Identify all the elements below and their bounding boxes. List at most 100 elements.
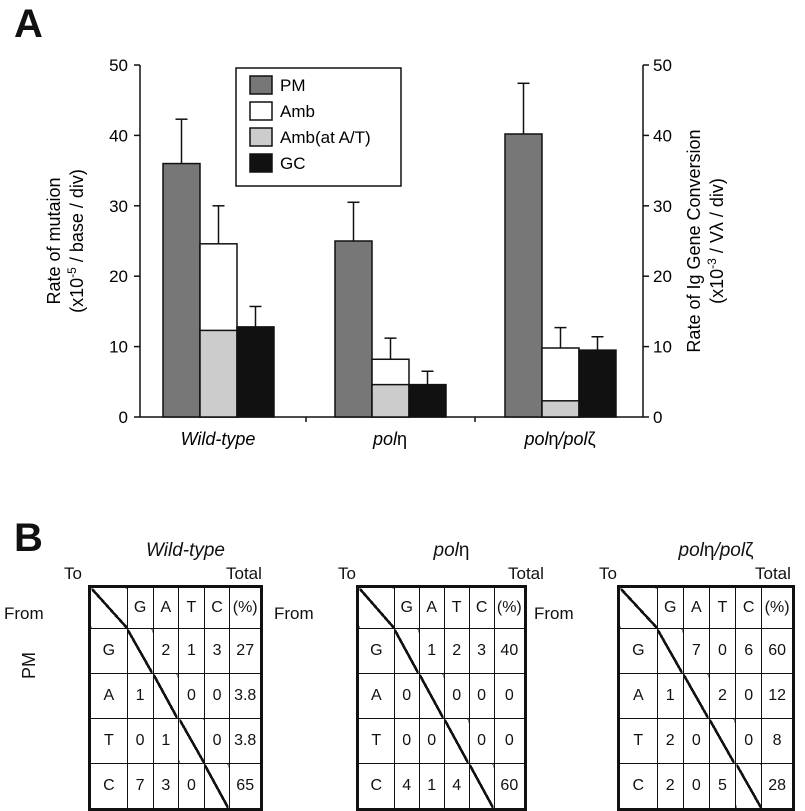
matrix-row: G 7 0 6 60: [618, 628, 794, 674]
legend-label: Amb(at A/T): [280, 128, 371, 147]
percent-header: (%): [493, 586, 527, 629]
bar-amb-at-at: [199, 329, 238, 418]
y-axis-title-right-line2: (x10-3 / Vλ / div): [705, 178, 727, 304]
total-cell: 0: [493, 673, 527, 719]
row-header-G: G: [618, 628, 658, 674]
from-label: From: [4, 604, 44, 623]
row-header-C: C: [357, 763, 395, 810]
row-header-T: T: [618, 718, 658, 764]
count-cell: 7: [682, 628, 710, 674]
column-header-T: T: [178, 586, 205, 629]
row-header-A: A: [89, 673, 128, 719]
count-cell: 1: [178, 628, 205, 674]
diagonal-cell: [443, 718, 470, 764]
column-header-C: C: [468, 586, 495, 629]
count-cell: 0: [735, 673, 763, 719]
to-label: To: [599, 564, 617, 583]
row-header-C: C: [618, 763, 658, 810]
matrix-title: polη: [433, 540, 470, 561]
count-cell: 3: [152, 763, 180, 810]
matrix-row: G 1 2 3 40: [357, 628, 527, 674]
total-cell: 27: [229, 628, 262, 674]
bar-gc: [578, 349, 617, 418]
y-tick-label-right: 40: [653, 126, 672, 145]
legend-swatch: [249, 101, 273, 121]
diagonal-cell: [468, 763, 495, 810]
pm-row-label: PM: [19, 652, 39, 679]
count-cell: 2: [443, 628, 470, 674]
row-header-A: A: [357, 673, 395, 719]
bar-amb-at-at: [371, 383, 410, 418]
matrix-row: C 7 3 0 65: [89, 763, 262, 810]
corner-cell: [618, 586, 658, 629]
diagonal-cell: [708, 718, 737, 764]
corner-cell: [89, 586, 128, 629]
count-cell: 0: [468, 673, 495, 719]
diagonal-cell: [418, 673, 445, 719]
legend: PM Amb Amb(at A/T) GC: [235, 67, 402, 187]
count-cell: 6: [735, 628, 763, 674]
column-header-A: A: [418, 586, 445, 629]
diagonal-cell: [393, 628, 420, 674]
matrix-row: A 1 0 0 3.8: [89, 673, 262, 719]
total-label: Total: [755, 564, 791, 583]
y-tick-label-left: 50: [109, 56, 128, 75]
count-cell: 0: [682, 763, 710, 810]
percent-header: (%): [229, 586, 262, 629]
column-header-G: G: [656, 586, 684, 629]
bar-amb-at-at: [541, 400, 580, 418]
count-cell: 0: [468, 718, 495, 764]
count-cell: 0: [418, 718, 445, 764]
matrix-row: T 0 1 0 3.8: [89, 718, 262, 764]
bar-gc: [236, 326, 275, 418]
count-cell: 1: [418, 763, 445, 810]
column-header-A: A: [682, 586, 710, 629]
x-category-label: Wild-type: [181, 429, 256, 449]
to-label: To: [64, 564, 82, 583]
from-label: From: [534, 604, 574, 623]
matrix-row: C 4 1 4 60: [357, 763, 527, 810]
total-label: Total: [508, 564, 544, 583]
x-category-label: polη: [372, 429, 407, 449]
total-cell: 60: [761, 628, 794, 674]
count-cell: 0: [443, 673, 470, 719]
panel-b-letter: B: [14, 516, 43, 560]
substitution-matrix: G A T C (%) G 2 1 3 27 A 1 0 0 3.8 T 0 1 0 3.8 C 7 3 0 65: [88, 585, 263, 811]
matrix-row: C 2 0 5 28: [618, 763, 794, 810]
count-cell: 2: [656, 763, 684, 810]
count-cell: 1: [656, 673, 684, 719]
count-cell: 3: [203, 628, 231, 674]
legend-label: GC: [280, 154, 306, 173]
total-cell: 8: [761, 718, 794, 764]
substitution-matrix: G A T C (%) G 1 2 3 40 A 0 0 0 0 T 0 0 0 0 C 4 1 4 60: [356, 585, 527, 811]
row-header-G: G: [89, 628, 128, 674]
matrix-row: A 1 2 0 12: [618, 673, 794, 719]
y-tick-label-left: 30: [109, 197, 128, 216]
total-cell: 40: [493, 628, 527, 674]
count-cell: 1: [152, 718, 180, 764]
corner-cell: [357, 586, 395, 629]
y-tick-label-right: 50: [653, 56, 672, 75]
row-header-A: A: [618, 673, 658, 719]
panel-a-letter: A: [14, 2, 43, 46]
y-axis-title-left-line2: (x10-5 / base / div): [65, 169, 87, 313]
y-tick-label-right: 20: [653, 267, 672, 286]
diagonal-cell: [126, 628, 154, 674]
column-header-T: T: [443, 586, 470, 629]
y-axis-title-left-line1: Rate of mutaion: [44, 177, 64, 304]
count-cell: 7: [126, 763, 154, 810]
y-tick-label-left: 20: [109, 267, 128, 286]
matrix-title: polη/polζ: [678, 540, 754, 561]
total-cell: 0: [493, 718, 527, 764]
total-cell: 65: [229, 763, 262, 810]
column-header-C: C: [203, 586, 231, 629]
count-cell: 2: [152, 628, 180, 674]
total-cell: 3.8: [229, 718, 262, 764]
diagonal-cell: [203, 763, 231, 810]
matrix-row: G 2 1 3 27: [89, 628, 262, 674]
bar-pm: [334, 240, 373, 418]
y-tick-label-left: 40: [109, 126, 128, 145]
y-axis-title-right-line1: Rate of Ig Gene Conversion: [684, 129, 704, 352]
diagonal-cell: [735, 763, 763, 810]
